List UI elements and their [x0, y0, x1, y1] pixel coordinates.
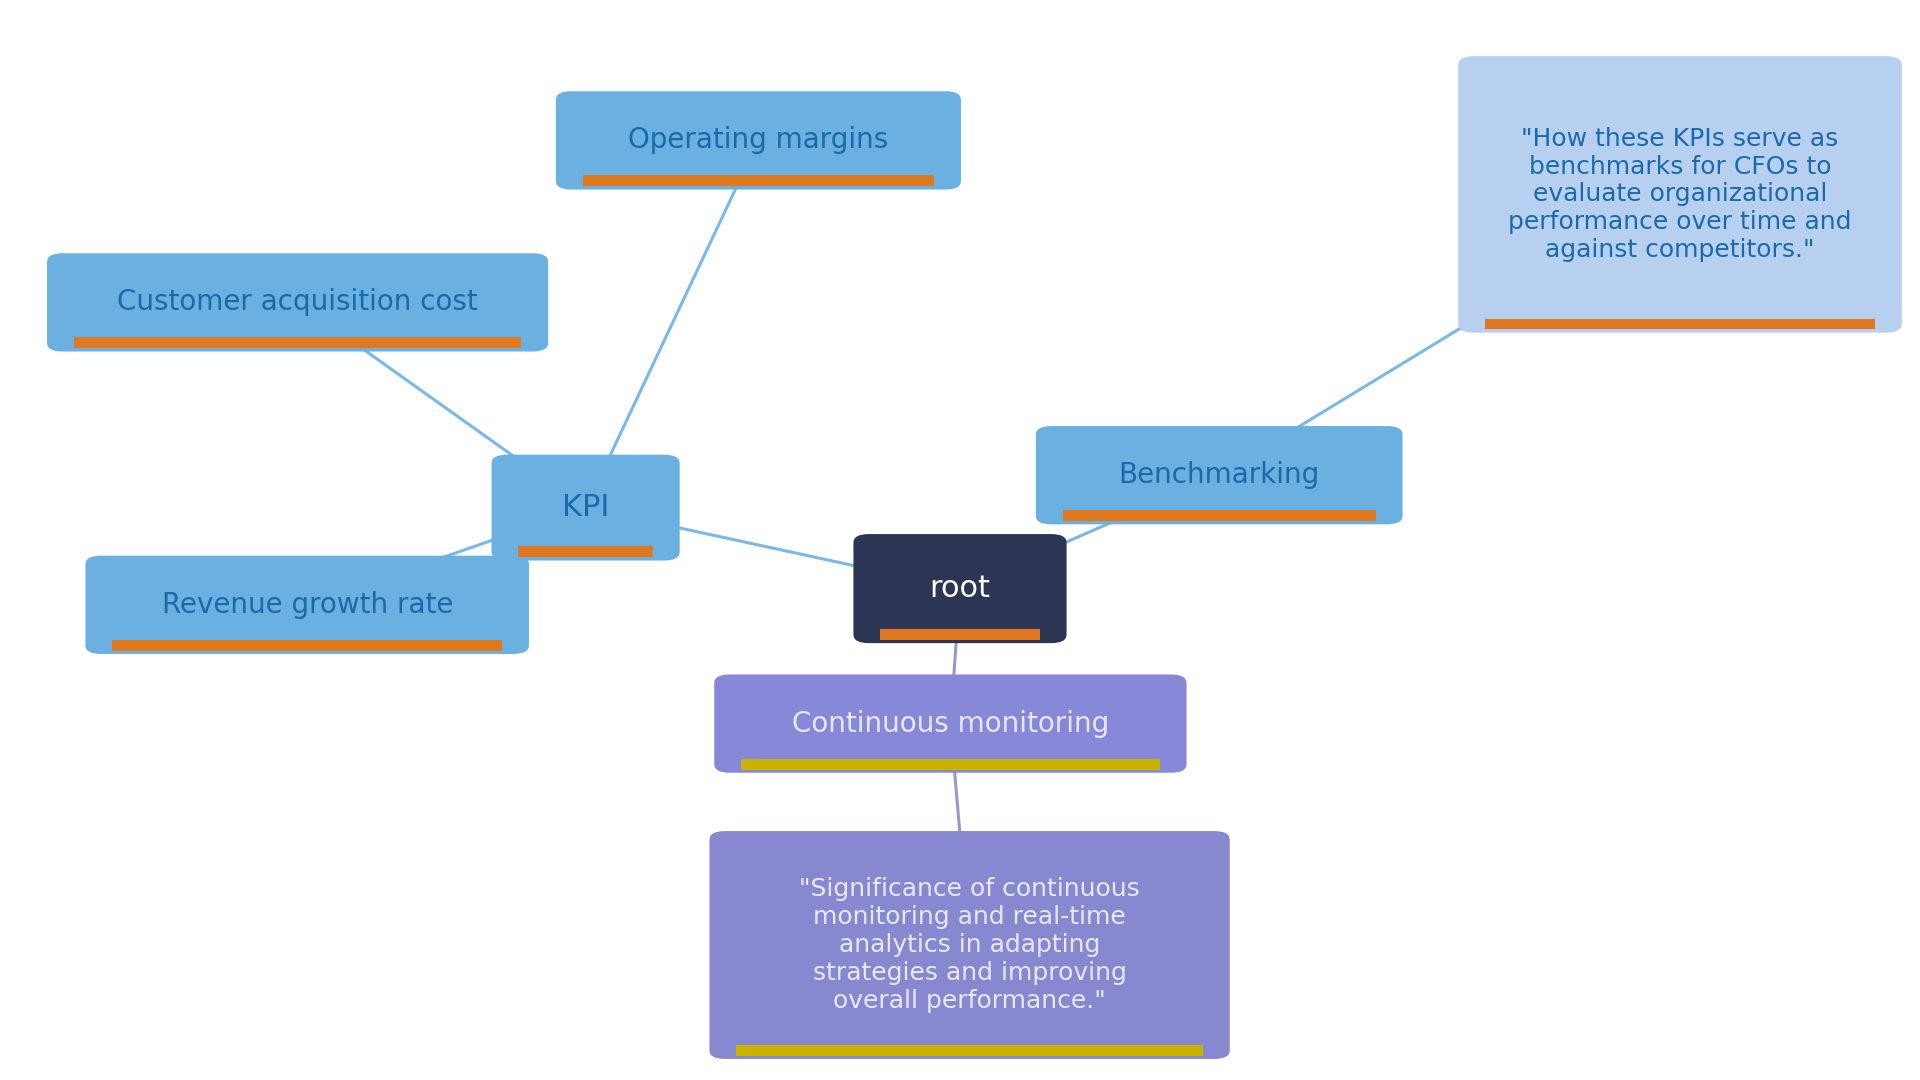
Text: root: root [929, 575, 991, 603]
Bar [741, 758, 1160, 769]
Text: KPI: KPI [563, 494, 609, 522]
FancyBboxPatch shape [714, 674, 1187, 773]
Text: "Significance of continuous
monitoring and real-time
analytics in adapting
strat: "Significance of continuous monitoring a… [799, 877, 1140, 1013]
FancyBboxPatch shape [708, 832, 1231, 1058]
Bar [1064, 510, 1375, 521]
Bar [879, 629, 1041, 639]
Bar [113, 639, 503, 650]
Text: Customer acquisition cost: Customer acquisition cost [117, 288, 478, 316]
FancyBboxPatch shape [86, 555, 528, 653]
Bar [737, 1045, 1202, 1056]
Text: Continuous monitoring: Continuous monitoring [791, 710, 1110, 738]
Bar [584, 175, 933, 186]
FancyBboxPatch shape [852, 534, 1068, 643]
FancyBboxPatch shape [46, 253, 549, 351]
FancyBboxPatch shape [492, 455, 680, 561]
Text: Benchmarking: Benchmarking [1119, 461, 1319, 489]
Text: Operating margins: Operating margins [628, 126, 889, 154]
FancyBboxPatch shape [1037, 426, 1402, 524]
Text: Revenue growth rate: Revenue growth rate [161, 591, 453, 619]
Bar [75, 337, 520, 348]
Bar [1486, 319, 1874, 329]
FancyBboxPatch shape [1459, 56, 1901, 333]
FancyBboxPatch shape [557, 91, 960, 190]
Bar [518, 546, 653, 557]
Text: "How these KPIs serve as
benchmarks for CFOs to
evaluate organizational
performa: "How these KPIs serve as benchmarks for … [1509, 126, 1851, 262]
